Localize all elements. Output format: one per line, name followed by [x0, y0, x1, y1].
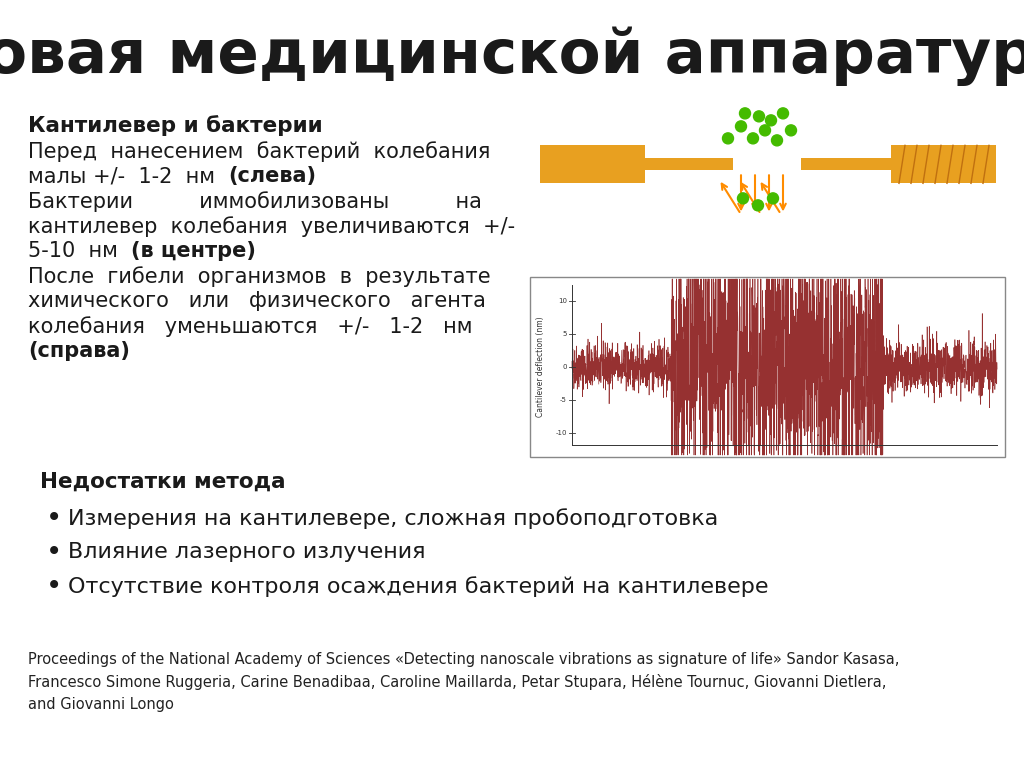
Text: Кантилевер и бактерии: Кантилевер и бактерии: [28, 115, 323, 136]
Text: Влияние лазерного излучения: Влияние лазерного излучения: [68, 542, 426, 562]
Text: Бактерии          иммобилизованы          на: Бактерии иммобилизованы на: [28, 191, 482, 212]
Circle shape: [748, 133, 759, 144]
Text: •: •: [46, 504, 62, 532]
FancyBboxPatch shape: [645, 158, 733, 170]
Circle shape: [737, 193, 749, 204]
Circle shape: [766, 115, 776, 126]
Circle shape: [771, 135, 782, 146]
Text: -10: -10: [555, 430, 567, 436]
Text: химического   или   физического   агента: химического или физического агента: [28, 291, 485, 311]
Circle shape: [777, 108, 788, 119]
FancyBboxPatch shape: [530, 277, 1005, 457]
Circle shape: [785, 125, 797, 136]
Text: колебания   уменьшаются   +/-   1-2   нм: колебания уменьшаются +/- 1-2 нм: [28, 316, 472, 337]
Circle shape: [754, 111, 765, 122]
Text: (в центре): (в центре): [131, 241, 256, 261]
FancyBboxPatch shape: [801, 158, 891, 170]
Circle shape: [735, 121, 746, 132]
Text: Недостатки метода: Недостатки метода: [40, 472, 286, 492]
Text: малы +/-  1-2  нм: малы +/- 1-2 нм: [28, 166, 228, 186]
Text: После  гибели  организмов  в  результате: После гибели организмов в результате: [28, 266, 490, 287]
Text: 5: 5: [562, 331, 567, 337]
Circle shape: [760, 125, 770, 136]
FancyBboxPatch shape: [891, 146, 996, 183]
Text: 5-10  нм: 5-10 нм: [28, 241, 131, 261]
Text: Отсутствие контроля осаждения бактерий на кантилевере: Отсутствие контроля осаждения бактерий н…: [68, 576, 768, 597]
Text: (слева): (слева): [228, 166, 316, 186]
Text: •: •: [46, 538, 62, 566]
Circle shape: [753, 200, 764, 211]
Text: •: •: [46, 572, 62, 600]
Circle shape: [723, 133, 733, 144]
Text: -5: -5: [560, 397, 567, 403]
Text: 10: 10: [558, 298, 567, 304]
Text: кантилевер  колебания  увеличиваются  +/-: кантилевер колебания увеличиваются +/-: [28, 216, 515, 237]
Text: Перед  нанесением  бактерий  колебания: Перед нанесением бактерий колебания: [28, 141, 490, 162]
Text: Cantilever deflection (nm): Cantilever deflection (nm): [536, 317, 545, 417]
Circle shape: [739, 108, 751, 119]
FancyBboxPatch shape: [540, 146, 645, 183]
Text: (справа): (справа): [28, 341, 130, 361]
Text: Измерения на кантилевере, сложная пробоподготовка: Измерения на кантилевере, сложная пробоп…: [68, 508, 718, 528]
Circle shape: [768, 193, 778, 204]
Text: Proceedings of the National Academy of Sciences «Detecting nanoscale vibrations : Proceedings of the National Academy of S…: [28, 652, 899, 712]
Text: 0: 0: [562, 364, 567, 370]
Text: Новая медицинской аппаратуры: Новая медицинской аппаратуры: [0, 27, 1024, 87]
